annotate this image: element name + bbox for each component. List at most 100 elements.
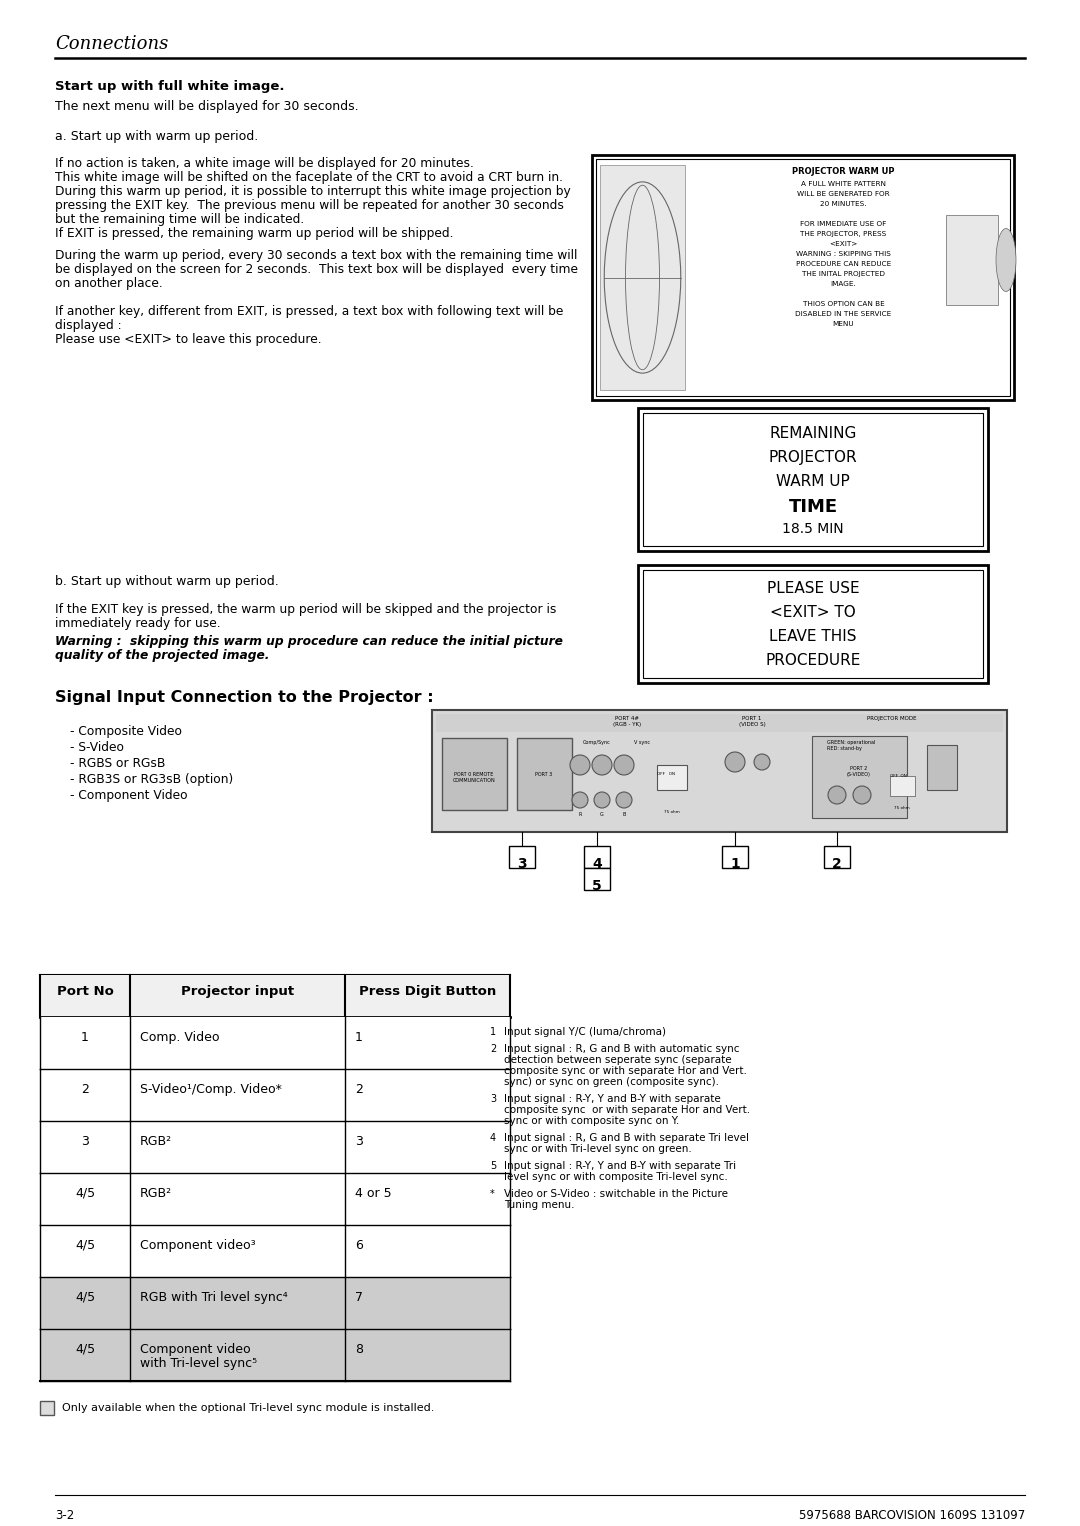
Text: G: G (600, 812, 604, 816)
Text: sync or with composite sync on Y.: sync or with composite sync on Y. (504, 1116, 679, 1126)
Text: <EXIT>: <EXIT> (829, 241, 858, 247)
Circle shape (570, 755, 590, 775)
Bar (40, 1401, 54, 1415)
Text: Start up with full white image.: Start up with full white image. (55, 79, 284, 93)
Text: WARNING : SKIPPING THIS: WARNING : SKIPPING THIS (796, 250, 891, 256)
Text: Tuning menu.: Tuning menu. (504, 1199, 575, 1210)
Text: Projector input: Projector input (181, 984, 294, 998)
Text: This white image will be shifted on the faceplate of the CRT to avoid a CRT burn: This white image will be shifted on the … (55, 171, 563, 185)
Text: sync) or sync on green (composite sync).: sync) or sync on green (composite sync). (504, 1077, 719, 1087)
Circle shape (572, 792, 588, 807)
Text: detection between seperate sync (separate: detection between seperate sync (separat… (504, 1054, 731, 1065)
Text: Signal Input Connection to the Projector :: Signal Input Connection to the Projector… (55, 690, 434, 705)
Bar (643, 571, 983, 678)
Text: PORT 4#
(RGB - YK): PORT 4# (RGB - YK) (613, 716, 642, 726)
Bar (946, 215, 998, 305)
Bar (600, 165, 685, 391)
Bar (40, 1122, 510, 1173)
Text: IMAGE.: IMAGE. (831, 281, 856, 287)
Text: with Tri-level sync⁵: with Tri-level sync⁵ (140, 1357, 257, 1370)
Text: S-Video¹/Comp. Video*: S-Video¹/Comp. Video* (140, 1083, 282, 1096)
Text: Connections: Connections (55, 35, 168, 53)
Bar (927, 745, 957, 790)
Bar (643, 414, 983, 546)
Text: PROJECTOR WARM UP: PROJECTOR WARM UP (793, 166, 894, 175)
Text: PORT 1
(VIDEO S): PORT 1 (VIDEO S) (739, 716, 766, 726)
Text: 18.5 MIN: 18.5 MIN (782, 522, 843, 536)
Text: be displayed on the screen for 2 seconds.  This text box will be displayed  ever: be displayed on the screen for 2 seconds… (55, 262, 578, 276)
Text: RGB²: RGB² (140, 1187, 172, 1199)
Text: Input signal : R, G and B with automatic sync: Input signal : R, G and B with automatic… (504, 1044, 740, 1054)
Text: Input signal : R, G and B with separate Tri level: Input signal : R, G and B with separate … (504, 1132, 750, 1143)
Text: PROJECTOR: PROJECTOR (769, 450, 858, 465)
Text: During this warm up period, it is possible to interrupt this white image project: During this warm up period, it is possib… (55, 185, 570, 198)
Text: 5: 5 (490, 1161, 496, 1170)
Text: Component video³: Component video³ (140, 1239, 256, 1251)
Circle shape (615, 755, 634, 775)
Text: Press Digit Button: Press Digit Button (359, 984, 496, 998)
Bar (584, 868, 610, 890)
Text: RGB with Tri level sync⁴: RGB with Tri level sync⁴ (140, 1291, 287, 1305)
Text: 1: 1 (355, 1032, 363, 1044)
Text: 4/5: 4/5 (75, 1239, 95, 1251)
Text: If another key, different from EXIT, is pressed, a text box with following text : If another key, different from EXIT, is … (55, 305, 564, 317)
Text: Only available when the optional Tri-level sync module is installed.: Only available when the optional Tri-lev… (62, 1402, 434, 1413)
Bar (40, 1173, 510, 1225)
Text: Input signal : R-Y, Y and B-Y with separate: Input signal : R-Y, Y and B-Y with separ… (504, 1094, 720, 1103)
Text: The next menu will be displayed for 30 seconds.: The next menu will be displayed for 30 s… (55, 101, 359, 113)
Bar (40, 1070, 510, 1122)
Text: - Component Video: - Component Video (70, 789, 188, 803)
Text: PORT 0 REMOTE
COMMUNICATION: PORT 0 REMOTE COMMUNICATION (453, 772, 496, 783)
Bar (517, 739, 572, 810)
Text: 75 ohm: 75 ohm (664, 810, 680, 813)
Bar (638, 407, 988, 551)
Bar (638, 565, 988, 684)
Text: Warning :  skipping this warm up procedure can reduce the initial picture: Warning : skipping this warm up procedur… (55, 635, 563, 649)
Bar (890, 777, 915, 797)
Bar (592, 156, 1014, 400)
Text: immediately ready for use.: immediately ready for use. (55, 617, 220, 630)
Bar (509, 845, 535, 868)
Text: If EXIT is pressed, the remaining warm up period will be shipped.: If EXIT is pressed, the remaining warm u… (55, 227, 454, 240)
Text: 5975688 BARCOVISION 1609S 131097: 5975688 BARCOVISION 1609S 131097 (799, 1509, 1025, 1521)
Text: 3-2: 3-2 (55, 1509, 75, 1521)
Bar (723, 845, 748, 868)
Bar (40, 1277, 510, 1329)
Text: *: * (490, 1189, 495, 1199)
Bar (40, 1225, 510, 1277)
Text: 3: 3 (81, 1135, 89, 1148)
Text: 3: 3 (490, 1094, 496, 1103)
Text: THIOS OPTION CAN BE: THIOS OPTION CAN BE (802, 301, 885, 307)
Bar (657, 765, 687, 790)
Text: A FULL WHITE PATTERN: A FULL WHITE PATTERN (801, 182, 886, 188)
Text: Input signal : R-Y, Y and B-Y with separate Tri: Input signal : R-Y, Y and B-Y with separ… (504, 1161, 737, 1170)
Bar (442, 739, 507, 810)
Text: PORT 3: PORT 3 (536, 772, 553, 777)
Bar (40, 1016, 510, 1070)
Text: PROJECTOR MODE: PROJECTOR MODE (867, 716, 917, 720)
Text: 2: 2 (355, 1083, 363, 1096)
Text: composite sync or with separate Hor and Vert.: composite sync or with separate Hor and … (504, 1067, 747, 1076)
Text: PROCEDURE CAN REDUCE: PROCEDURE CAN REDUCE (796, 261, 891, 267)
Text: 1: 1 (730, 858, 740, 871)
Text: 6: 6 (355, 1239, 363, 1251)
Text: composite sync  or with separate Hor and Vert.: composite sync or with separate Hor and … (504, 1105, 751, 1116)
Text: WARM UP: WARM UP (777, 475, 850, 488)
Circle shape (853, 786, 870, 804)
Text: Comp/Sync: Comp/Sync (583, 740, 611, 745)
Text: DISABLED IN THE SERVICE: DISABLED IN THE SERVICE (795, 311, 892, 317)
Text: - S-Video: - S-Video (70, 742, 124, 754)
Circle shape (754, 754, 770, 771)
Text: Comp. Video: Comp. Video (140, 1032, 219, 1044)
Text: TIME: TIME (788, 497, 838, 516)
Text: V sync: V sync (634, 740, 650, 745)
Text: PROCEDURE: PROCEDURE (766, 653, 861, 668)
Text: 2: 2 (490, 1044, 496, 1054)
Bar (824, 845, 850, 868)
Text: b. Start up without warm up period.: b. Start up without warm up period. (55, 575, 279, 588)
Text: PLEASE USE: PLEASE USE (767, 581, 860, 597)
Text: LEAVE THIS: LEAVE THIS (769, 629, 856, 644)
Text: THE INITAL PROJECTED: THE INITAL PROJECTED (802, 272, 885, 278)
Text: 1: 1 (490, 1027, 496, 1038)
Text: REMAINING: REMAINING (769, 426, 856, 441)
